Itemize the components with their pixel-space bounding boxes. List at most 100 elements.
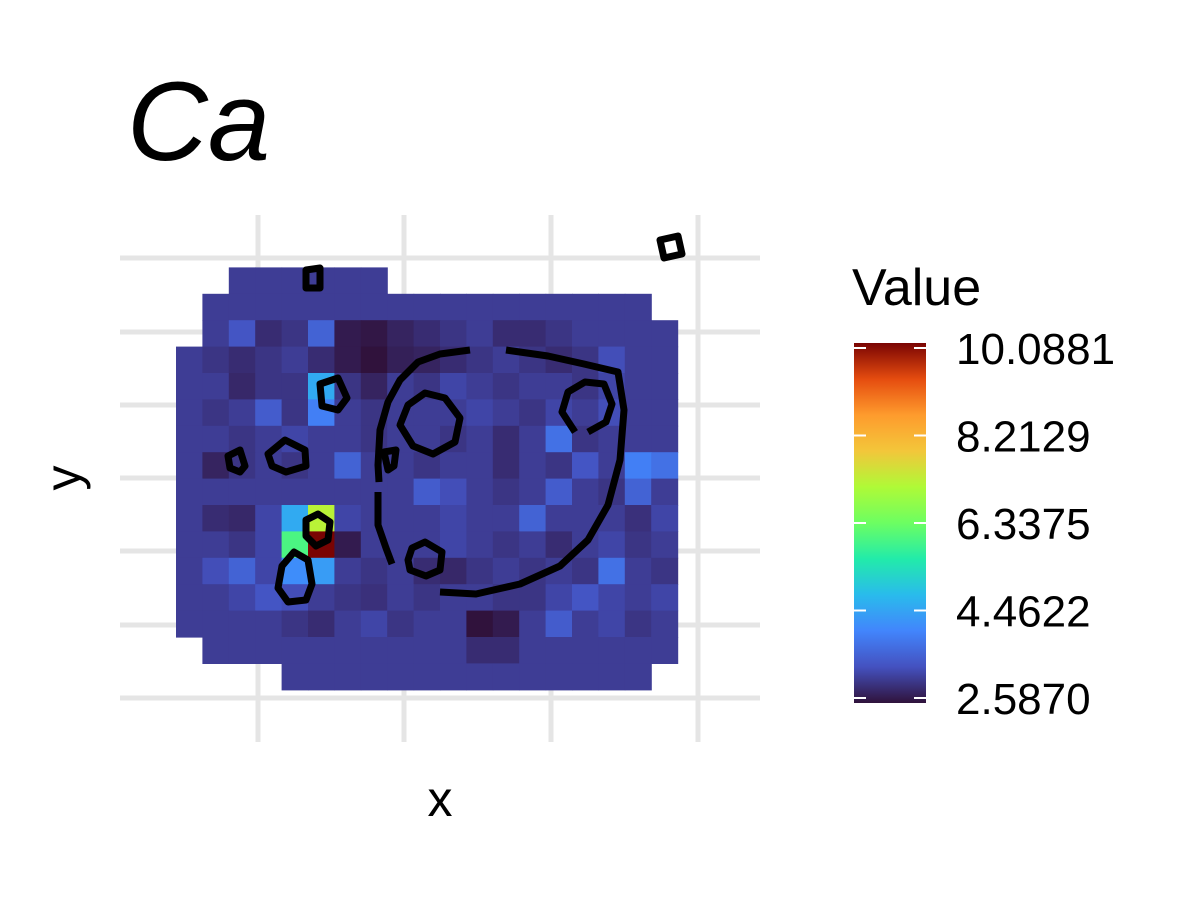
heatmap-cell <box>308 663 335 691</box>
heatmap-cell <box>413 293 441 321</box>
heatmap-cell <box>360 267 388 295</box>
heatmap-cell <box>492 663 520 691</box>
heatmap-cell <box>334 584 362 612</box>
heatmap-cell <box>360 610 388 638</box>
heatmap-cell <box>413 505 441 532</box>
heatmap-cell <box>598 610 626 638</box>
heatmap-cell <box>624 557 652 585</box>
contour-ring <box>302 510 334 550</box>
heatmap-cell <box>360 663 388 691</box>
heatmap-cell <box>176 505 203 532</box>
heatmap-cell <box>202 293 230 321</box>
heatmap-cell <box>176 425 203 453</box>
heatmap-cell <box>413 399 441 427</box>
heatmap-cell <box>202 425 230 453</box>
contour-ring <box>558 378 616 436</box>
heatmap-cell <box>440 663 467 691</box>
heatmap-cell <box>176 399 203 427</box>
heatmap-cell <box>519 610 547 638</box>
heatmap-cell <box>624 584 652 612</box>
heatmap-cell <box>255 293 283 321</box>
heatmap-cell <box>334 478 362 506</box>
heatmap-cell <box>255 373 283 400</box>
heatmap-cell <box>492 399 520 427</box>
heatmap-cell <box>651 531 679 559</box>
heatmap-cell <box>519 584 547 612</box>
heatmap-cell <box>624 637 652 664</box>
heatmap-cell <box>176 557 203 585</box>
heatmap-cell <box>572 399 599 427</box>
heatmap-cell <box>440 584 467 612</box>
heatmap-cell <box>176 610 203 638</box>
heatmap-cell <box>519 663 547 691</box>
heatmap-cell <box>308 637 335 664</box>
heatmap-cell <box>440 610 467 638</box>
legend: Value 10.0881 8.2129 6.3375 4.4622 2.5870 <box>852 259 1115 724</box>
heatmap-cell <box>624 531 652 559</box>
heatmap-cell <box>466 399 494 427</box>
heatmap-cell <box>572 610 599 638</box>
heatmap-cell <box>545 425 573 453</box>
heatmap-cell <box>492 531 520 559</box>
heatmap-cell <box>202 584 230 612</box>
heatmap-cell <box>572 584 599 612</box>
heatmap-cell <box>572 320 599 348</box>
heatmap-cell <box>255 320 283 348</box>
heatmap-cell <box>624 452 652 480</box>
heatmap-cell <box>466 505 494 532</box>
heatmap-cell <box>334 452 362 480</box>
heatmap-cell <box>281 346 309 374</box>
heatmap-cell <box>624 505 652 532</box>
heatmap-cell <box>466 320 494 348</box>
heatmap-cell <box>228 320 256 348</box>
x-axis-label: x <box>428 771 453 827</box>
heatmap-cell <box>308 425 335 453</box>
heatmap-cell <box>519 637 547 664</box>
heatmap-cell <box>492 452 520 480</box>
heatmap-cell <box>334 505 362 532</box>
contour-lines <box>224 232 686 606</box>
heatmap-cell <box>651 637 679 664</box>
heatmap-cell <box>598 557 626 585</box>
heatmap-cell <box>281 293 309 321</box>
heatmap-cell <box>545 478 573 506</box>
heatmap-cell <box>387 293 415 321</box>
heatmap-cell <box>334 663 362 691</box>
heatmap-cell <box>651 610 679 638</box>
heatmap-cell <box>519 399 547 427</box>
heatmap-cell <box>202 557 230 585</box>
heatmap-cell <box>624 610 652 638</box>
heatmap-cell <box>492 320 520 348</box>
heatmap-cell <box>228 505 256 532</box>
heatmap-cell <box>202 478 230 506</box>
legend-tick-label: 6.3375 <box>956 500 1091 549</box>
heatmap-cell <box>440 320 467 348</box>
heatmap-cell <box>572 557 599 585</box>
heatmap-cell <box>598 293 626 321</box>
heatmap-cell <box>545 293 573 321</box>
contour-ring <box>224 446 249 476</box>
heatmap-cell <box>545 505 573 532</box>
heatmap-cell <box>228 267 256 295</box>
heatmap-cell <box>519 293 547 321</box>
heatmap-cell <box>281 373 309 400</box>
heatmap-cell <box>466 663 494 691</box>
heatmap-cell <box>651 399 679 427</box>
heatmap-cell <box>492 637 520 664</box>
heatmap-cell <box>413 637 441 664</box>
heatmap-cell <box>651 557 679 585</box>
heatmap-cell <box>492 557 520 585</box>
chart-title: Ca <box>127 59 270 184</box>
heatmap-cell <box>440 478 467 506</box>
heatmap-cell <box>202 399 230 427</box>
heatmap-cell <box>228 399 256 427</box>
heatmap-cell <box>413 452 441 480</box>
heatmap-cell <box>440 505 467 532</box>
heatmap-cell <box>360 505 388 532</box>
heatmap-cell <box>308 293 335 321</box>
heatmap-cell <box>334 637 362 664</box>
heatmap-cell <box>387 478 415 506</box>
heatmap-cell <box>387 610 415 638</box>
heatmap-cell <box>519 425 547 453</box>
